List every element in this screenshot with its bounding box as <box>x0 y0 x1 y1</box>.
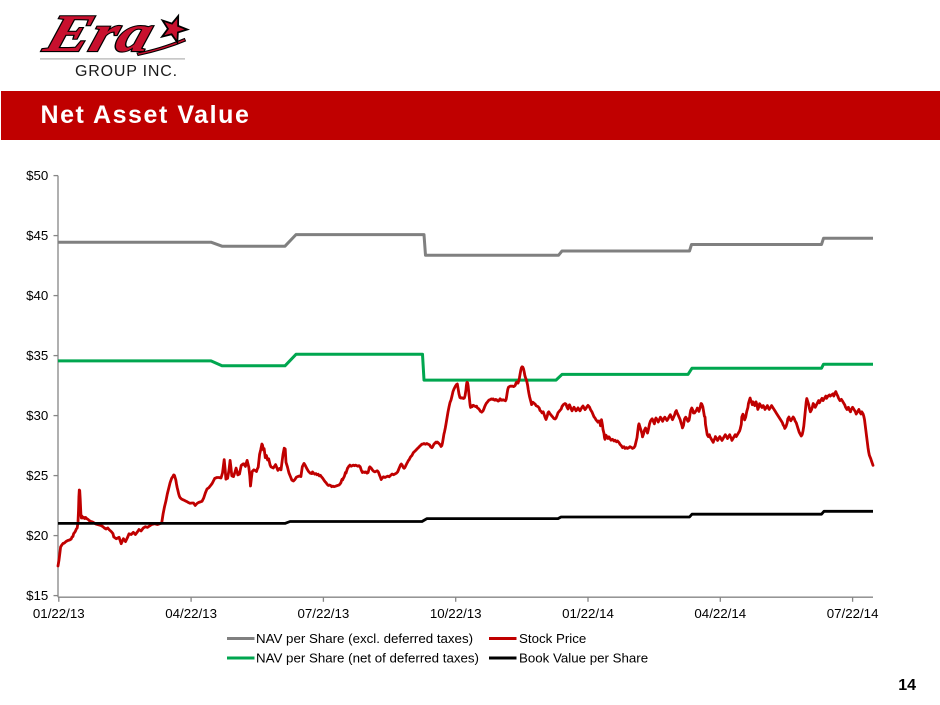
svg-text:$15: $15 <box>26 588 48 603</box>
svg-text:NAV per Share (excl. deferred: NAV per Share (excl. deferred taxes) <box>256 631 473 646</box>
svg-text:01/22/14: 01/22/14 <box>562 606 614 621</box>
svg-text:Stock Price: Stock Price <box>519 631 586 646</box>
svg-text:04/22/13: 04/22/13 <box>165 606 217 621</box>
svg-text:01/22/13: 01/22/13 <box>33 606 85 621</box>
svg-text:$20: $20 <box>26 528 48 543</box>
svg-text:$40: $40 <box>26 288 48 303</box>
svg-text:$35: $35 <box>26 348 48 363</box>
svg-text:Era: Era <box>37 5 161 63</box>
svg-text:$30: $30 <box>26 408 48 423</box>
svg-text:07/22/13: 07/22/13 <box>298 606 350 621</box>
svg-text:GROUP INC.: GROUP INC. <box>75 63 178 80</box>
svg-text:10/22/13: 10/22/13 <box>430 606 482 621</box>
svg-text:$45: $45 <box>26 228 48 243</box>
svg-text:NAV per Share (net of deferred: NAV per Share (net of deferred taxes) <box>256 651 479 666</box>
svg-text:$50: $50 <box>26 168 48 183</box>
svg-text:04/22/14: 04/22/14 <box>694 606 746 621</box>
svg-text:$25: $25 <box>26 468 48 483</box>
svg-text:Book Value per Share: Book Value per Share <box>519 651 648 666</box>
svg-text:07/22/14: 07/22/14 <box>827 606 879 621</box>
